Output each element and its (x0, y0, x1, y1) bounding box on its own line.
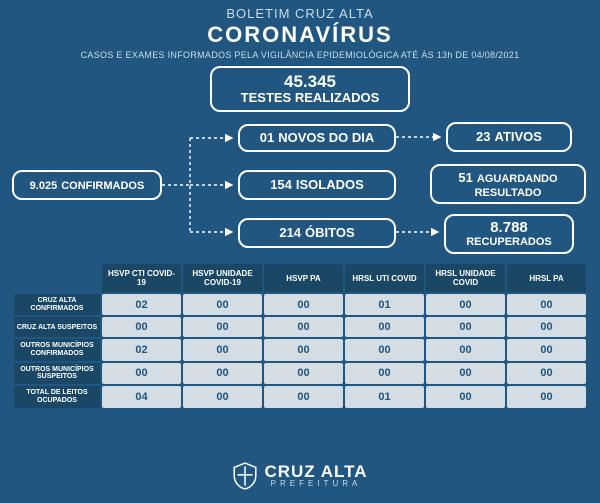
table-cell: 00 (426, 363, 505, 384)
table-row: CRUZ ALTA CONFIRMADOS020000010000 (14, 294, 586, 315)
col-0: HSVP CTI COVID-19 (102, 264, 181, 292)
novos-num: 01 (260, 130, 274, 145)
page-title: CORONAVÍRUS (10, 22, 590, 48)
row-label: CRUZ ALTA CONFIRMADOS (14, 294, 100, 315)
table-row: OUTROS MUNICÍPIOS CONFIRMADOS02000000000… (14, 339, 586, 360)
recup-num: 8.788 (490, 220, 528, 237)
table-cell: 00 (183, 317, 262, 337)
testes-num: 45.345 (284, 73, 336, 92)
footer-name: CRUZ ALTA (264, 464, 367, 479)
hospital-table: HSVP CTI COVID-19 HSVP UNIDADE COVID-19 … (12, 262, 588, 410)
header: BOLETIM CRUZ ALTA CORONAVÍRUS CASOS E EX… (0, 0, 600, 62)
obitos-num: 214 (279, 225, 301, 240)
table-cell: 00 (507, 317, 586, 337)
table-cell: 00 (183, 294, 262, 315)
table-cell: 00 (426, 294, 505, 315)
table-cell: 00 (183, 339, 262, 360)
table-cell: 01 (345, 386, 424, 407)
box-aguardando: 51 AGUARDANDO RESULTADO (430, 164, 586, 204)
footer-logo: CRUZ ALTA PREFEITURA (232, 462, 367, 490)
table-row: CRUZ ALTA SUSPEITOS000000000000 (14, 317, 586, 337)
table-cell: 00 (507, 363, 586, 384)
box-confirmados: 9.025CONFIRMADOS (12, 170, 162, 200)
table-cell: 00 (264, 386, 343, 407)
box-isolados: 154 ISOLADOS (238, 170, 396, 200)
table-cell: 00 (345, 363, 424, 384)
table-cell: 00 (102, 317, 181, 337)
aguard-lbl: AGUARDANDO (477, 173, 558, 185)
table-cell: 00 (264, 339, 343, 360)
box-testes: 45.345 TESTES REALIZADOS (210, 66, 410, 112)
box-obitos: 214 ÓBITOS (238, 218, 396, 248)
table-cell: 00 (264, 317, 343, 337)
col-4: HRSL UNIDADE COVID (426, 264, 505, 292)
col-3: HRSL UTI COVID (345, 264, 424, 292)
novos-lbl: NOVOS DO DIA (278, 130, 374, 145)
box-novos: 01 NOVOS DO DIA (238, 124, 396, 152)
conf-num: 9.025 (30, 180, 58, 192)
row-label: CRUZ ALTA SUSPEITOS (14, 317, 100, 337)
obitos-lbl: ÓBITOS (305, 225, 355, 240)
table-row: TOTAL DE LEITOS OCUPADOS040000010000 (14, 386, 586, 407)
row-label: OUTROS MUNICÍPIOS CONFIRMADOS (14, 339, 100, 360)
table-cell: 00 (345, 317, 424, 337)
aguard-num: 51 (458, 170, 472, 185)
col-2: HSVP PA (264, 264, 343, 292)
box-ativos: 23 ATIVOS (446, 122, 572, 152)
conf-lbl: CONFIRMADOS (61, 180, 144, 192)
table-cell: 02 (102, 294, 181, 315)
table-cell: 00 (426, 339, 505, 360)
table-cell: 00 (426, 386, 505, 407)
table-cell: 00 (264, 294, 343, 315)
table-cell: 00 (264, 363, 343, 384)
table-cell: 00 (183, 386, 262, 407)
recup-lbl: RECUPERADOS (466, 236, 552, 248)
table-cell: 00 (183, 363, 262, 384)
table-cell: 00 (507, 386, 586, 407)
table: HSVP CTI COVID-19 HSVP UNIDADE COVID-19 … (12, 262, 588, 410)
box-recuperados: 8.788 RECUPERADOS (444, 214, 574, 254)
table-cell: 01 (345, 294, 424, 315)
col-5: HRSL PA (507, 264, 586, 292)
bulletin-label: BOLETIM CRUZ ALTA (10, 6, 590, 21)
table-cell: 00 (507, 294, 586, 315)
table-cell: 00 (102, 363, 181, 384)
subtitle: CASOS E EXAMES INFORMADOS PELA VIGILÂNCI… (10, 50, 590, 60)
testes-lbl: TESTES REALIZADOS (241, 91, 380, 105)
crest-icon (232, 462, 258, 490)
aguard-lbl2: RESULTADO (475, 187, 542, 199)
table-cell: 00 (345, 339, 424, 360)
col-1: HSVP UNIDADE COVID-19 (183, 264, 262, 292)
row-label: TOTAL DE LEITOS OCUPADOS (14, 386, 100, 407)
row-label: OUTROS MUNICÍPIOS SUSPEITOS (14, 363, 100, 384)
isol-num: 154 (270, 177, 292, 192)
table-cell: 00 (426, 317, 505, 337)
footer-sub: PREFEITURA (264, 479, 367, 488)
table-cell: 00 (507, 339, 586, 360)
table-cell: 02 (102, 339, 181, 360)
ativos-num: 23 (476, 129, 490, 144)
table-cell: 04 (102, 386, 181, 407)
table-header-row: HSVP CTI COVID-19 HSVP UNIDADE COVID-19 … (14, 264, 586, 292)
isol-lbl: ISOLADOS (296, 177, 364, 192)
footer: CRUZ ALTA PREFEITURA (0, 462, 600, 495)
table-row: OUTROS MUNICÍPIOS SUSPEITOS000000000000 (14, 363, 586, 384)
ativos-lbl: ATIVOS (495, 129, 542, 144)
table-corner (14, 264, 100, 292)
